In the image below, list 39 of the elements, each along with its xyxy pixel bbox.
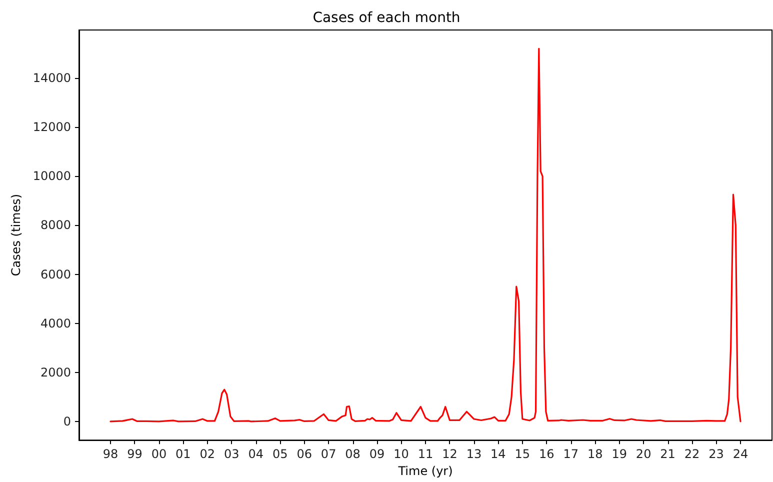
x-tick-label: 98 (102, 447, 118, 462)
x-tick-label: 21 (660, 447, 676, 462)
y-axis-title: Cases (times) (8, 194, 23, 276)
y-tick-label: 0 (63, 414, 71, 428)
line-series (110, 48, 742, 422)
x-tick-label: 07 (320, 447, 336, 462)
x-tick-label: 04 (248, 447, 264, 462)
y-tick-label: 4000 (40, 316, 71, 330)
x-tick-label: 05 (272, 447, 288, 462)
x-tick-label: 10 (394, 447, 409, 462)
x-tick-label: 03 (224, 447, 240, 462)
y-tick-label: 14000 (32, 71, 71, 86)
x-tick-label: 18 (587, 447, 603, 462)
x-tick-label: 00 (151, 447, 167, 462)
x-tick-label: 11 (418, 447, 434, 462)
chart-title: Cases of each month (312, 10, 460, 26)
x-tick-label: 09 (369, 447, 385, 462)
x-tick-label: 24 (732, 447, 748, 462)
x-tick-label: 06 (296, 447, 312, 462)
x-tick-label: 13 (466, 447, 482, 462)
y-tick-label: 6000 (40, 267, 71, 282)
x-tick-label: 02 (200, 447, 216, 462)
x-tick-label: 14 (490, 447, 506, 462)
x-tick-label: 16 (539, 447, 554, 462)
x-tick-label: 20 (636, 447, 652, 462)
x-tick-label: 15 (514, 447, 530, 462)
y-tick-label: 12000 (32, 120, 71, 134)
x-tick-label: 12 (442, 447, 458, 462)
y-tick-label: 2000 (40, 365, 71, 380)
x-tick-label: 19 (612, 447, 627, 462)
x-tick-label: 22 (684, 447, 700, 462)
x-tick-label: 17 (563, 447, 579, 462)
x-tick-label: 99 (127, 447, 142, 462)
x-tick-label: 23 (708, 447, 724, 462)
x-tick-label: 08 (345, 447, 360, 462)
y-tick-label: 10000 (32, 169, 71, 184)
y-tick-label: 8000 (40, 218, 71, 232)
x-tick-label: 01 (176, 447, 191, 462)
x-axis-title: Time (yr) (397, 464, 453, 478)
